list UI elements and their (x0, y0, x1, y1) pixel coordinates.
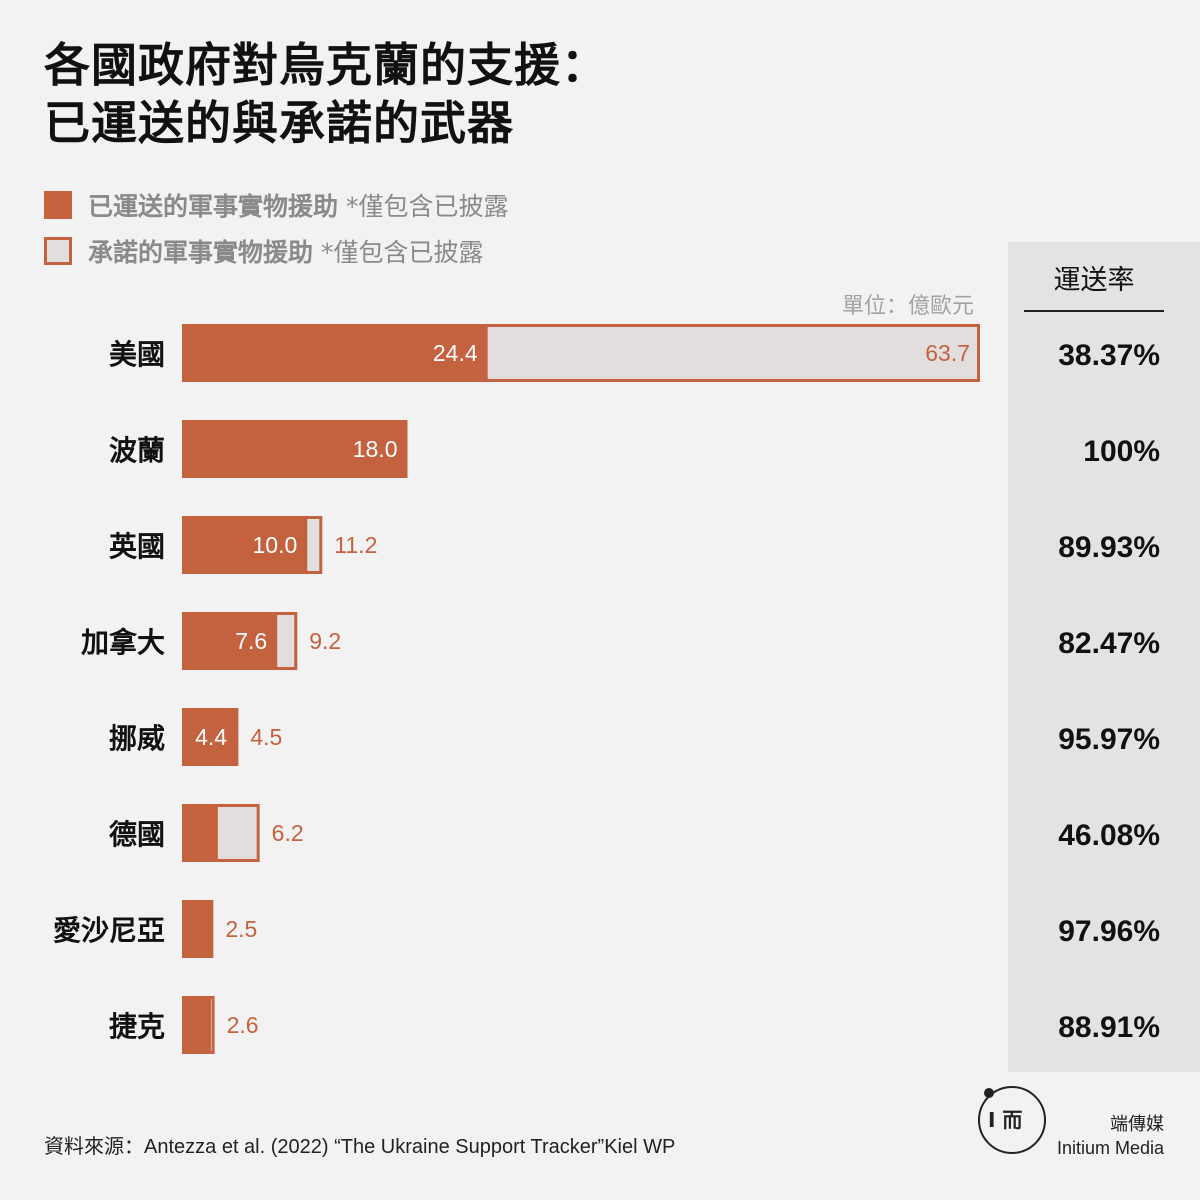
logo-mark: I 而 (988, 1108, 1023, 1132)
delivered-bar (182, 996, 211, 1054)
chart-title-line1: 各國政府對烏克蘭的支援： (44, 38, 608, 92)
brand-name-english: Initium Media (1056, 1138, 1164, 1158)
legend-swatch-delivered (44, 191, 72, 219)
initium-logo (978, 1086, 1046, 1154)
delivery-rate-label: 89.93% (1058, 531, 1160, 564)
committed-value-label: 11.2 (334, 532, 377, 558)
delivered-bar (182, 612, 278, 670)
committed-value-label: 63.7 (925, 340, 970, 366)
delivered-bar (182, 420, 408, 478)
rate-column-header: 運送率 (1053, 265, 1135, 296)
delivered-bar (182, 900, 213, 958)
delivery-rate-label: 82.47% (1058, 627, 1160, 660)
brand-name-chinese: 端傳媒 (1110, 1114, 1164, 1135)
committed-value-label: 6.2 (272, 820, 304, 846)
chart-title: 各國政府對烏克蘭的支援： 已運送的與承諾的武器 (44, 36, 608, 152)
unit-label: 單位：億歐元 (841, 294, 974, 319)
logo-dot (984, 1088, 994, 1098)
legend: 已運送的軍事實物援助 *僅包含已披露 承諾的軍事實物援助 *僅包含已披露 (44, 188, 509, 280)
legend-note-committed: *僅包含已披露 (321, 238, 484, 267)
delivery-rate-label: 95.97% (1058, 723, 1160, 756)
source-note: 資料來源：Antezza et al. (2022) “The Ukraine … (44, 1136, 676, 1158)
delivered-value-label: 24.4 (433, 340, 478, 366)
committed-value-label: 9.2 (309, 628, 341, 654)
chart-title-line2: 已運送的與承諾的武器 (44, 96, 514, 150)
category-label: 英國 (109, 530, 165, 563)
category-label: 美國 (109, 338, 165, 371)
legend-item-committed: 承諾的軍事實物援助 *僅包含已披露 (44, 234, 509, 268)
legend-note-delivered: *僅包含已披露 (346, 192, 509, 221)
delivered-value-label: 10.0 (253, 532, 298, 558)
delivery-rate-label: 46.08% (1058, 819, 1160, 852)
category-label: 捷克 (109, 1010, 165, 1043)
category-label: 波蘭 (109, 434, 165, 467)
category-label: 德國 (109, 818, 165, 851)
legend-label-committed: 承諾的軍事實物援助 (88, 238, 314, 267)
rate-panel (1008, 242, 1200, 1072)
category-label: 加拿大 (81, 626, 165, 659)
delivered-value-label: 7.6 (235, 628, 267, 654)
delivered-bar (182, 516, 308, 574)
legend-label-delivered: 已運送的軍事實物援助 (88, 192, 339, 221)
category-label: 愛沙尼亞 (53, 914, 165, 947)
category-label: 挪威 (109, 722, 165, 755)
delivered-bar (182, 804, 218, 862)
delivered-value-label: 18.0 (353, 436, 398, 462)
committed-value-label: 2.5 (225, 916, 257, 942)
delivery-rate-label: 38.37% (1058, 339, 1160, 372)
legend-swatch-committed (44, 237, 72, 265)
delivery-rate-label: 97.96% (1058, 915, 1160, 948)
rate-header-rule (1024, 310, 1164, 312)
delivered-bar (182, 708, 238, 766)
delivery-rate-label: 88.91% (1058, 1011, 1160, 1044)
delivered-bar (182, 324, 488, 382)
committed-value-label: 2.6 (227, 1012, 259, 1038)
delivery-rate-label: 100% (1083, 435, 1160, 468)
legend-item-delivered: 已運送的軍事實物援助 *僅包含已披露 (44, 188, 509, 222)
delivered-value-label: 4.4 (195, 724, 227, 750)
committed-value-label: 4.5 (250, 724, 282, 750)
